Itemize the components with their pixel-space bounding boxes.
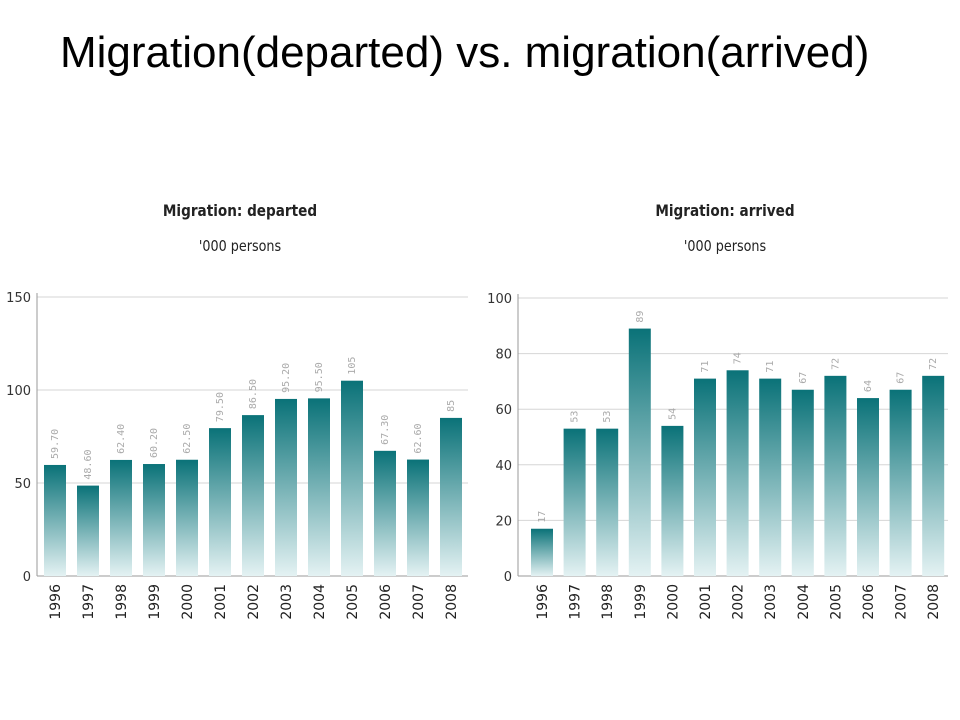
bar-1998 <box>110 459 132 576</box>
value-label: 59.70 <box>50 429 61 459</box>
value-label: 62.50 <box>182 424 193 454</box>
chart-title-arrived: Migration: arrived <box>655 201 795 220</box>
bar-2007 <box>889 389 912 576</box>
value-label: 62.60 <box>413 423 424 453</box>
value-label: 85 <box>446 400 457 412</box>
value-label: 86.50 <box>248 379 259 409</box>
value-label: 74 <box>733 352 744 364</box>
bar-2006 <box>374 450 396 576</box>
category-label: 2000 <box>180 584 196 620</box>
value-label: 67 <box>896 372 907 384</box>
y-tick-label: 100 <box>6 384 31 399</box>
category-label: 2002 <box>246 584 262 620</box>
category-label: 2007 <box>894 584 910 620</box>
value-label: 105 <box>347 357 358 375</box>
y-tick-label: 20 <box>495 514 512 529</box>
value-label: 48.60 <box>83 449 94 479</box>
category-label: 2004 <box>312 584 328 620</box>
category-label: 2000 <box>665 584 681 620</box>
chart-arrived: 0 20 40 60 80 100 17 1996 53 1997 53 1998 89 1999 54 20… <box>487 292 948 620</box>
value-label: 89 <box>635 311 646 323</box>
value-label: 17 <box>537 511 548 523</box>
bar-2002 <box>242 415 264 576</box>
bar-1999 <box>143 464 165 576</box>
value-label: 64 <box>863 380 874 392</box>
category-label: 2005 <box>828 584 844 620</box>
slide-title: Migration(departed) vs. migration(arrive… <box>60 28 870 77</box>
bar-2001 <box>209 428 231 576</box>
bar-2006 <box>857 398 879 576</box>
bar-1998 <box>596 428 619 576</box>
category-label: 1999 <box>147 584 163 620</box>
category-label: 2004 <box>796 584 812 620</box>
value-label: 53 <box>570 411 581 423</box>
bar-2004 <box>308 398 330 576</box>
value-label: 67.30 <box>380 415 391 445</box>
category-label: 2006 <box>378 584 394 620</box>
category-label: 1998 <box>600 584 616 620</box>
y-tick-label: 0 <box>23 570 31 585</box>
chart-subtitle-arrived: '000 persons <box>683 237 767 255</box>
category-label: 2001 <box>698 584 714 620</box>
chart-title-departed: Migration: departed <box>162 201 318 220</box>
category-label: 2008 <box>444 584 460 620</box>
bar-2001 <box>694 378 716 576</box>
y-tick-label: 50 <box>14 477 31 492</box>
category-label: 1997 <box>568 584 584 620</box>
chart-departed: 0 50 100 150 59.70 1996 48.60 1997 62.40 1998 60.2… <box>6 291 468 620</box>
value-label: 54 <box>667 408 678 420</box>
category-label: 1999 <box>633 584 649 620</box>
category-label: 2003 <box>763 584 779 620</box>
bar-2007 <box>407 459 429 576</box>
category-label: 2001 <box>213 584 229 620</box>
category-label: 2005 <box>345 584 361 620</box>
category-label: 2002 <box>731 584 747 620</box>
bar-1996 <box>44 464 66 576</box>
y-tick-label: 150 <box>6 291 31 306</box>
category-label: 1996 <box>535 584 551 620</box>
bar-2008 <box>922 375 945 576</box>
bar-2003 <box>759 378 782 576</box>
bar-2002 <box>726 370 749 576</box>
value-label: 95.20 <box>281 363 292 393</box>
value-label: 71 <box>700 361 711 373</box>
bar-1997 <box>563 428 586 576</box>
category-label: 1998 <box>114 584 130 620</box>
bar-2000 <box>176 459 198 576</box>
y-tick-label: 100 <box>487 292 512 307</box>
y-tick-label: 40 <box>495 459 512 474</box>
value-label: 62.40 <box>116 424 127 454</box>
bar-2008 <box>440 417 462 576</box>
bar-2000 <box>661 425 684 576</box>
value-label: 53 <box>602 411 613 423</box>
value-label: 67 <box>798 372 809 384</box>
bar-2005 <box>824 375 847 576</box>
category-label: 1996 <box>48 584 64 620</box>
category-label: 2006 <box>861 584 877 620</box>
value-label: 79.50 <box>215 392 226 422</box>
category-label: 1997 <box>81 584 97 620</box>
value-label: 95.50 <box>314 362 325 392</box>
bar-1999 <box>628 328 651 576</box>
category-label: 2003 <box>279 584 295 620</box>
y-tick-label: 80 <box>495 348 512 363</box>
value-label: 71 <box>765 361 776 373</box>
bar-2005 <box>341 380 363 576</box>
value-label: 72 <box>928 358 939 370</box>
bar-2004 <box>791 389 814 576</box>
value-label: 72 <box>830 358 841 370</box>
bar-2003 <box>275 398 297 576</box>
category-label: 2008 <box>926 584 942 620</box>
value-label: 60.20 <box>149 428 160 458</box>
bar-1996 <box>531 528 553 576</box>
y-tick-label: 60 <box>495 403 512 418</box>
y-tick-label: 0 <box>504 570 512 585</box>
category-label: 2007 <box>411 584 427 620</box>
chart-subtitle-departed: '000 persons <box>198 237 282 255</box>
bar-1997 <box>77 485 99 576</box>
